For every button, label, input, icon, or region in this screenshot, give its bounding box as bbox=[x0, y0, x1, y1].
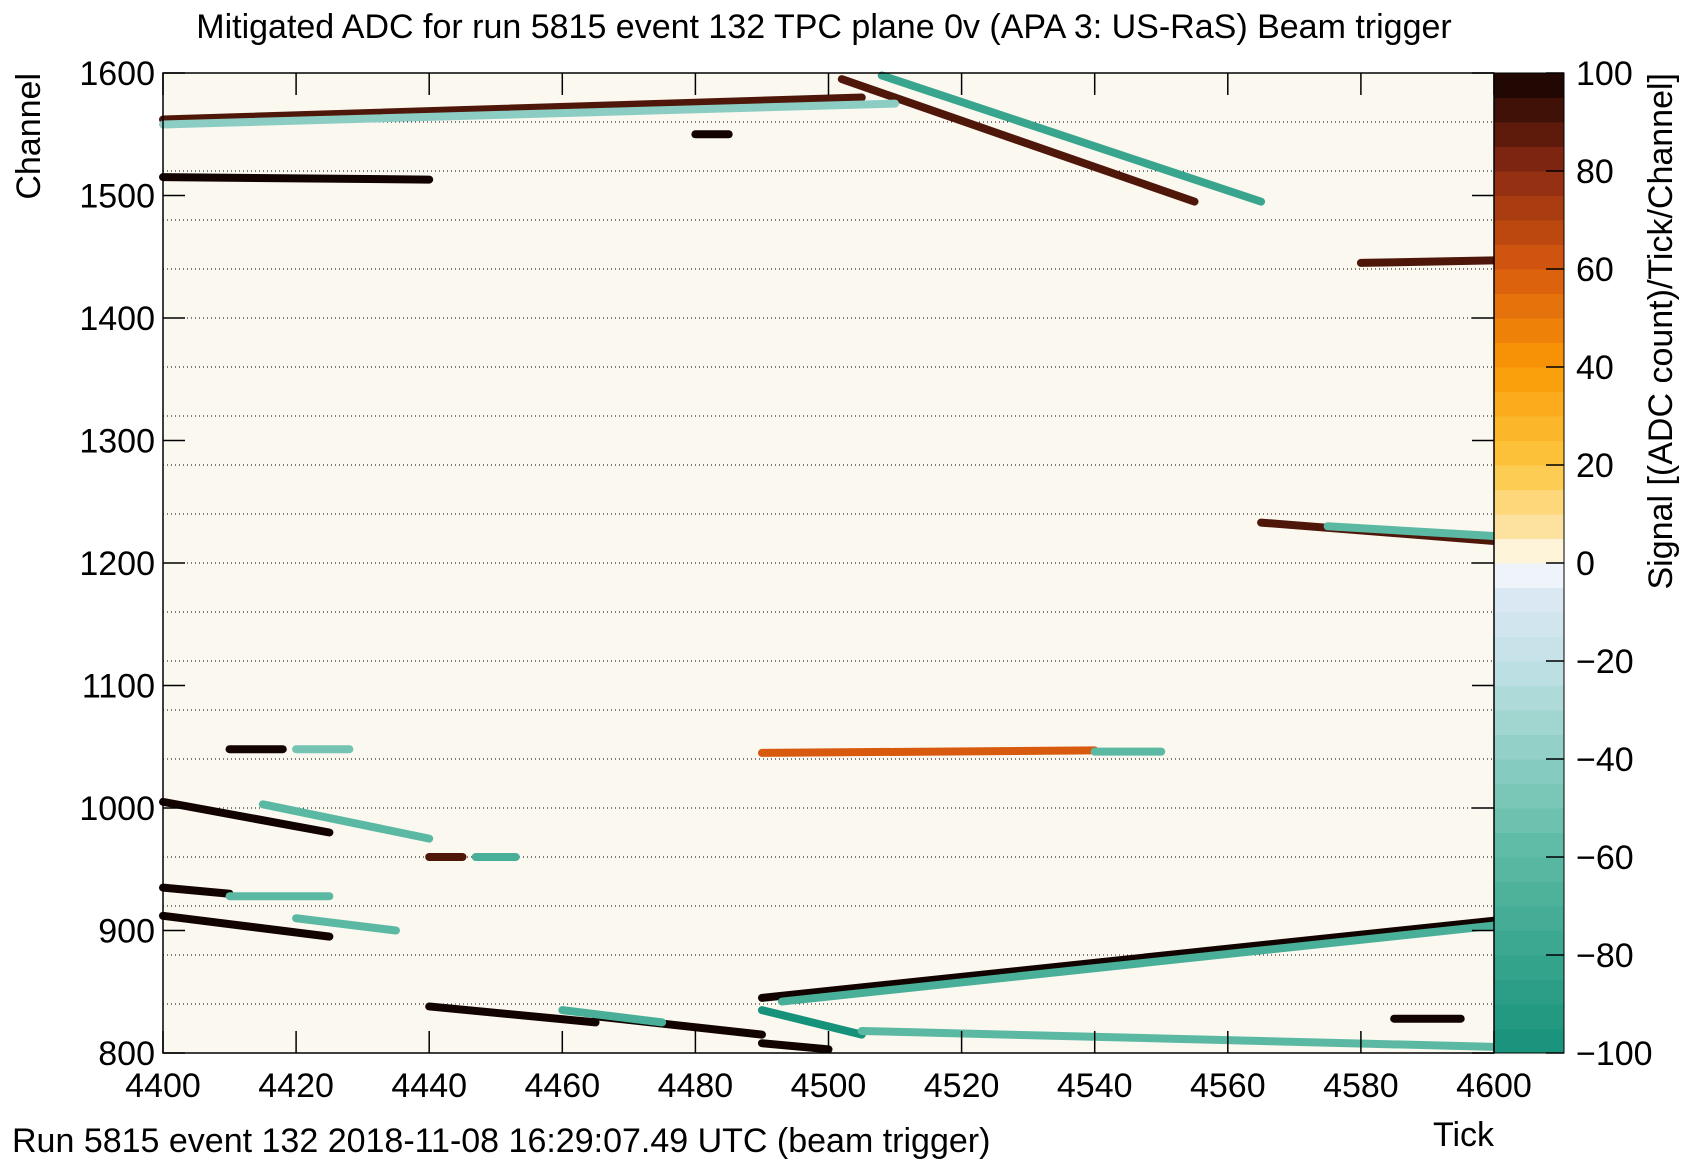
z-axis-title: Signal [(ADC count)/Tick/Channel] bbox=[1642, 73, 1680, 590]
signal-track bbox=[757, 746, 1099, 757]
x-axis-title: Tick bbox=[1433, 1116, 1495, 1154]
colorbar-band bbox=[1494, 930, 1564, 956]
signal-track bbox=[877, 71, 1266, 206]
colorbar-band bbox=[1494, 734, 1564, 760]
colorbar-band bbox=[1494, 440, 1564, 466]
colorbar-band bbox=[1494, 808, 1564, 833]
colorbar-band bbox=[1494, 318, 1564, 343]
colorbar-band bbox=[1494, 97, 1564, 123]
colorbar-band bbox=[1494, 955, 1564, 980]
colorbar-band bbox=[1494, 685, 1564, 711]
signal-track bbox=[1323, 522, 1498, 541]
colorbar-band bbox=[1494, 979, 1564, 1005]
signal-track bbox=[757, 1006, 866, 1039]
colorbar-tick-label: −80 bbox=[1576, 937, 1634, 975]
colorbar-band bbox=[1494, 832, 1564, 858]
y-tick-label: 800 bbox=[98, 1035, 155, 1073]
colorbar-band bbox=[1494, 514, 1564, 539]
colorbar-band bbox=[1494, 122, 1564, 147]
signal-track bbox=[159, 93, 866, 124]
x-tick-label: 4420 bbox=[258, 1067, 334, 1105]
colorbar-band bbox=[1494, 416, 1564, 441]
signal-track bbox=[757, 1039, 833, 1054]
colorbar-band bbox=[1494, 1028, 1564, 1054]
colorbar-frame bbox=[1493, 72, 1565, 1054]
colorbar-band bbox=[1494, 391, 1564, 417]
colorbar-tick-label: −100 bbox=[1576, 1035, 1653, 1073]
colorbar-tick-label: 100 bbox=[1576, 55, 1633, 93]
x-tick-label: 4400 bbox=[125, 1067, 201, 1105]
colorbar-tick-label: 60 bbox=[1576, 251, 1614, 289]
signal-track bbox=[159, 797, 334, 837]
y-tick-label: 1400 bbox=[79, 300, 155, 338]
colorbar-band bbox=[1494, 146, 1564, 172]
chart-title: Mitigated ADC for run 5815 event 132 TPC… bbox=[196, 8, 1451, 46]
colorbar-band bbox=[1494, 661, 1564, 686]
colorbar-band bbox=[1494, 636, 1564, 662]
colorbar-band bbox=[1494, 244, 1564, 270]
x-tick-label: 4520 bbox=[924, 1067, 1000, 1105]
colorbar-band bbox=[1494, 881, 1564, 907]
y-tick-label: 1100 bbox=[82, 668, 155, 706]
colorbar-band bbox=[1494, 710, 1564, 735]
colorbar-band bbox=[1494, 293, 1564, 319]
x-tick-label: 4560 bbox=[1190, 1067, 1266, 1105]
plot-background bbox=[163, 73, 1494, 1053]
y-tick-label: 1200 bbox=[79, 545, 155, 583]
signal-track bbox=[1356, 256, 1498, 267]
colorbar-band bbox=[1494, 73, 1564, 98]
signal-track bbox=[159, 99, 900, 129]
colorbar-band bbox=[1494, 563, 1564, 588]
colorbar-band bbox=[1494, 1004, 1564, 1029]
x-tick-label: 4460 bbox=[524, 1067, 600, 1105]
y-tick-label: 1600 bbox=[79, 55, 155, 93]
colorbar-tick-label: 80 bbox=[1576, 153, 1614, 191]
y-tick-label: 900 bbox=[98, 913, 155, 951]
x-tick-label: 4540 bbox=[1057, 1067, 1133, 1105]
colorbar-tick-label: 40 bbox=[1576, 349, 1614, 387]
signal-track bbox=[558, 1006, 667, 1027]
signal-track bbox=[292, 914, 400, 935]
colorbar-tick-label: 20 bbox=[1576, 447, 1614, 485]
signal-track bbox=[258, 800, 434, 843]
x-tick-label: 4580 bbox=[1323, 1067, 1399, 1105]
signal-track bbox=[159, 883, 234, 898]
colorbar-band bbox=[1494, 489, 1564, 515]
colorbar-band bbox=[1494, 587, 1564, 613]
colorbar-band bbox=[1494, 367, 1564, 392]
y-axis-title: Channel bbox=[10, 73, 48, 200]
signal-track bbox=[837, 75, 1199, 206]
colorbar-tick-label: −40 bbox=[1576, 741, 1634, 779]
colorbar-band bbox=[1494, 171, 1564, 196]
colorbar-band bbox=[1494, 612, 1564, 637]
colorbar-band bbox=[1494, 906, 1564, 931]
colorbar-band bbox=[1494, 857, 1564, 882]
colorbar-band bbox=[1494, 195, 1564, 221]
colorbar-tick-label: 0 bbox=[1576, 545, 1595, 583]
colorbar-tick-label: −60 bbox=[1576, 839, 1634, 877]
y-tick-label: 1000 bbox=[79, 790, 155, 828]
signal-track bbox=[425, 1002, 600, 1027]
colorbar-band bbox=[1494, 538, 1564, 564]
signal-track bbox=[159, 173, 434, 184]
signal-track bbox=[857, 1026, 1498, 1051]
colorbar-band bbox=[1494, 269, 1564, 294]
colorbar-band bbox=[1494, 783, 1564, 809]
x-tick-label: 4480 bbox=[658, 1067, 734, 1105]
colorbar-band bbox=[1494, 220, 1564, 245]
footer: Run 5815 event 132 2018-11-08 16:29:07.4… bbox=[12, 1122, 990, 1160]
colorbar-band bbox=[1494, 759, 1564, 784]
x-tick-label: 4440 bbox=[391, 1067, 467, 1105]
signal-track bbox=[777, 921, 1498, 1006]
x-tick-label: 4500 bbox=[791, 1067, 867, 1105]
colorbar-band bbox=[1494, 465, 1564, 490]
x-tick-label: 4600 bbox=[1456, 1067, 1532, 1105]
y-tick-label: 1500 bbox=[79, 178, 155, 216]
signal-track bbox=[757, 916, 1498, 1002]
y-tick-label: 1300 bbox=[79, 423, 155, 461]
colorbar-tick-label: −20 bbox=[1576, 643, 1634, 681]
colorbar-band bbox=[1494, 342, 1564, 368]
signal-track bbox=[159, 911, 334, 941]
